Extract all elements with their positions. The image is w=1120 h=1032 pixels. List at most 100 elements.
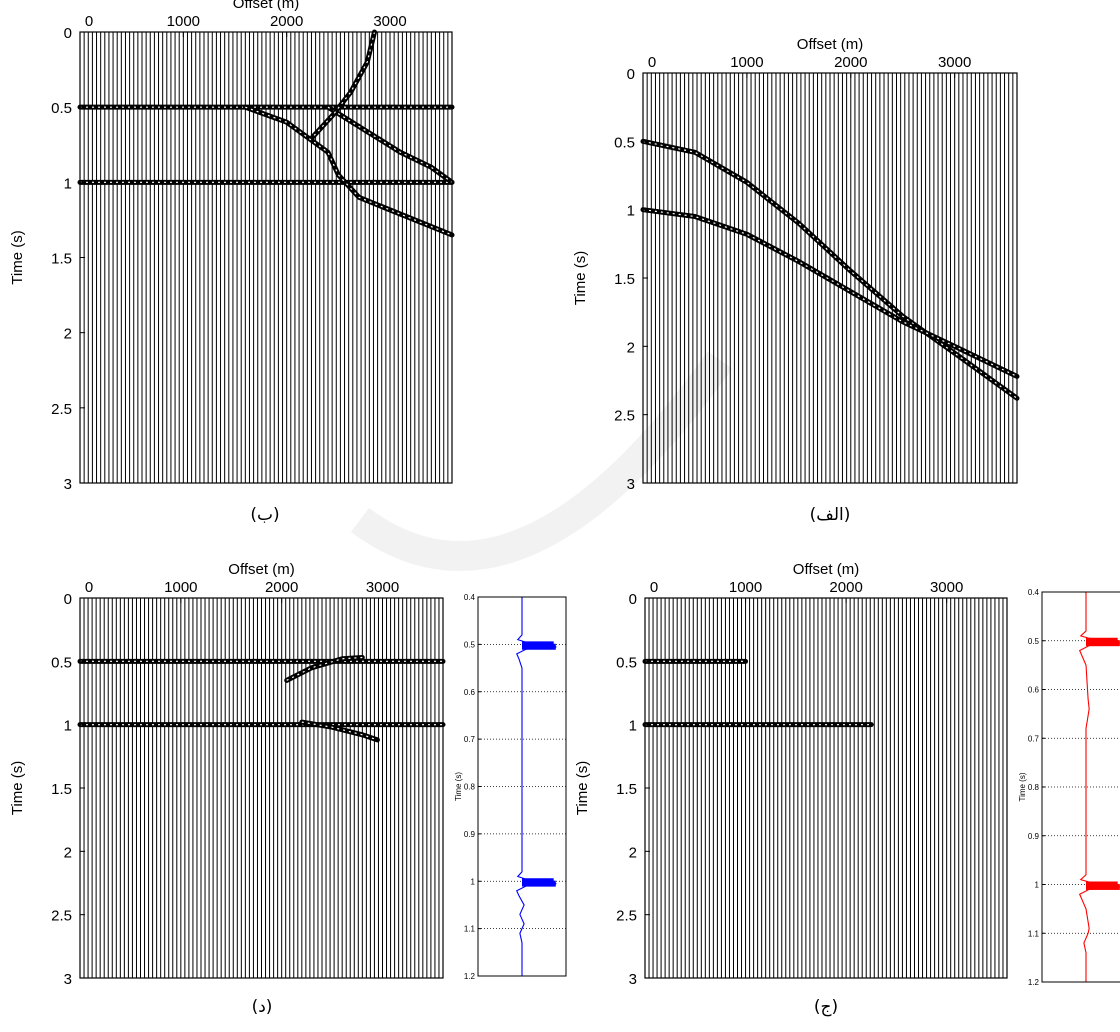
- y-tick-label: 1: [1035, 881, 1040, 890]
- seismic-panel-3: 0 1000 2000 3000 0 0.5 1 1.5 2 2.5 3 Offset (m) Time…: [574, 561, 1008, 1017]
- trace-panel-1: 0.4 0.5 0.6 0.7 0.8 0.9 1 1.1 1.2 Time (s): [1018, 588, 1120, 987]
- trace-lines: [79, 598, 444, 978]
- x-tick-label: 1000: [167, 13, 200, 30]
- y-tick-label: 0.9: [464, 830, 476, 839]
- y-tick-label: 1: [64, 718, 72, 735]
- reflection-event-3: [299, 719, 380, 743]
- trace-peak-fill: [1086, 640, 1120, 647]
- y-tick-label: 1.1: [464, 925, 476, 934]
- y-tick-label: 0.6: [1028, 686, 1040, 695]
- seismic-panel-0: 0 1000 2000 3000 0 0.5 1 1.5 2 2.5 3 Offset (m) Time…: [9, 0, 455, 525]
- y-tick-label: 2: [627, 339, 635, 356]
- y-tick-label: 1.5: [616, 781, 637, 798]
- seismic-panel-2: 0 1000 2000 3000 0 0.5 1 1.5 2 2.5 3 Offset (m) Time…: [9, 561, 446, 1017]
- y-tick-label: 3: [629, 971, 637, 988]
- y-tick-label: 1.5: [614, 271, 635, 288]
- x-tick-label: 2000: [834, 54, 867, 71]
- y-tick-label: 2: [629, 844, 637, 861]
- x-tick-label: 0: [85, 579, 93, 596]
- x-tick-label: 3000: [373, 13, 406, 30]
- y-tick-label: 0.5: [616, 654, 637, 671]
- y-tick-label: 2.5: [616, 908, 637, 925]
- x-tick-label: 1000: [164, 579, 197, 596]
- trace-waveform: [516, 597, 557, 976]
- y-tick-label: 1.5: [51, 251, 72, 268]
- y-tick-label: 0.8: [1028, 783, 1040, 792]
- y-tick-label: 0: [629, 591, 637, 608]
- trace-frame: [1041, 591, 1120, 983]
- trace-peak-fill: [522, 643, 556, 650]
- y-tick-label: 0.7: [464, 735, 476, 744]
- y-tick-label: 1.2: [464, 972, 476, 981]
- y-tick-label: 0.6: [464, 688, 476, 697]
- y-tick-label: 0: [64, 25, 72, 42]
- y-tick-label: 1.2: [1028, 978, 1040, 987]
- reflection-event-highlight-1: [642, 209, 1018, 377]
- x-tick-label: 1000: [729, 579, 762, 596]
- reflection-event-highlight-2: [245, 106, 453, 236]
- x-tick-label: 0: [85, 13, 93, 30]
- y-tick-label: 0: [64, 591, 72, 608]
- y-tick-label: 1: [471, 877, 476, 886]
- trace-y-axis-title: Time (s): [1018, 772, 1027, 801]
- y-tick-label: 1.5: [51, 781, 72, 798]
- y-tick-label: 1: [629, 718, 637, 735]
- y-tick-label: 1: [64, 175, 72, 192]
- x-tick-label: 2000: [270, 13, 303, 30]
- y-tick-label: 0: [627, 66, 635, 83]
- y-tick-label: 0.7: [1028, 734, 1040, 743]
- y-tick-label: 0.8: [464, 783, 476, 792]
- y-tick-label: 0.9: [1028, 832, 1040, 841]
- x-tick-label: 3000: [930, 579, 963, 596]
- reflection-event-highlight-3: [327, 106, 453, 183]
- y-tick-label: 0.5: [1028, 637, 1040, 646]
- x-tick-label: 2000: [265, 579, 298, 596]
- y-tick-label: 0.5: [51, 654, 72, 671]
- y-tick-label: 3: [627, 476, 635, 493]
- y-axis-title: Time (s): [9, 230, 26, 284]
- y-tick-label: 0.5: [464, 640, 476, 649]
- y-tick-label: 0.5: [614, 134, 635, 151]
- y-tick-label: 3: [64, 476, 72, 493]
- trace-panel-0: 0.4 0.5 0.6 0.7 0.8 0.9 1 1.1 1.2 Time (s): [454, 593, 567, 981]
- y-tick-label: 2.5: [51, 401, 72, 418]
- panel-caption: (ب): [250, 505, 279, 525]
- x-tick-label: 0: [648, 54, 656, 71]
- x-tick-label: 3000: [366, 579, 399, 596]
- trace-lines: [642, 73, 1018, 483]
- trace-peak-fill: [1086, 883, 1120, 890]
- y-tick-label: 0.4: [464, 593, 476, 602]
- reflection-event-4: [310, 29, 377, 140]
- y-tick-label: 2: [64, 326, 72, 343]
- y-axis-title: Time (s): [9, 761, 26, 815]
- x-tick-label: 2000: [829, 579, 862, 596]
- y-tick-label: 1: [627, 203, 635, 220]
- trace-lines: [79, 32, 453, 483]
- reflection-event-highlight-2: [286, 656, 363, 681]
- trace-y-axis-title: Time (s): [454, 772, 463, 801]
- x-tick-label: 0: [650, 579, 658, 596]
- x-axis-title: Offset (m): [228, 561, 294, 578]
- y-axis-title: Time (s): [572, 251, 589, 305]
- x-tick-label: 3000: [938, 54, 971, 71]
- panel-caption: (ج): [814, 997, 838, 1017]
- trace-frame: [477, 596, 567, 977]
- y-tick-label: 2.5: [614, 408, 635, 425]
- y-tick-label: 2: [64, 844, 72, 861]
- y-tick-label: 3: [64, 971, 72, 988]
- x-tick-label: 1000: [730, 54, 763, 71]
- y-tick-label: 0.4: [1028, 588, 1040, 597]
- seismic-panel-1: 0 1000 2000 3000 0 0.5 1 1.5 2 2.5 3 Offset (m) Time…: [572, 36, 1020, 525]
- y-tick-label: 0.5: [51, 100, 72, 117]
- watermark-shape: [351, 351, 733, 571]
- panel-caption: (الف): [810, 505, 851, 525]
- y-tick-label: 1.1: [1028, 929, 1040, 938]
- x-axis-title: Offset (m): [797, 36, 863, 53]
- x-axis-title: Offset (m): [793, 561, 859, 578]
- y-axis-title: Time (s): [574, 761, 591, 815]
- panel-caption: (د): [252, 997, 273, 1017]
- reflection-event-0: [640, 138, 1020, 401]
- trace-lines: [644, 598, 1008, 978]
- x-axis-title: Offset (m): [233, 0, 299, 12]
